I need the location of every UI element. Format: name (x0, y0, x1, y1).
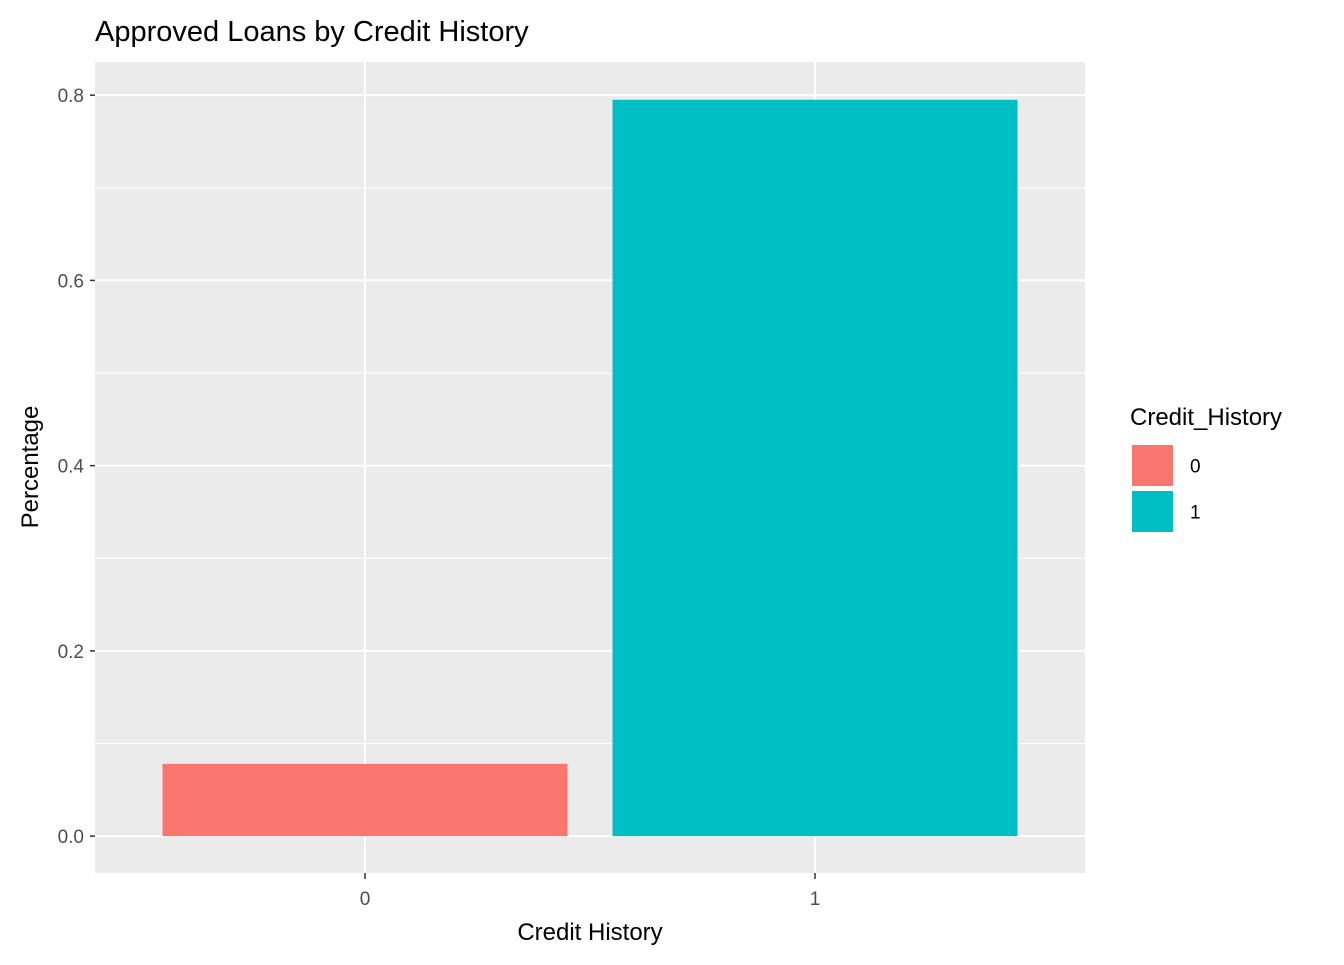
legend-title: Credit_History (1130, 404, 1282, 431)
chart-title: Approved Loans by Credit History (95, 16, 529, 48)
y-tick-label: 0.8 (58, 86, 84, 107)
legend: Credit_History 01 (1130, 404, 1282, 534)
legend-key-0 (1130, 443, 1175, 488)
legend-label-1: 1 (1190, 503, 1201, 524)
bar-credit-history-1 (612, 99, 1018, 837)
legend-items: 01 (1130, 443, 1201, 534)
bar-group (162, 99, 1018, 837)
y-tick-label: 0.2 (58, 642, 84, 663)
y-tick-label: 0.4 (58, 457, 85, 478)
x-tick-label: 1 (810, 889, 821, 910)
x-axis-title: Credit History (517, 919, 662, 946)
y-tick-label: 0.6 (58, 271, 84, 292)
x-tick-label: 0 (360, 889, 371, 910)
y-tick-label: 0.0 (58, 827, 84, 848)
legend-key-1 (1130, 489, 1175, 534)
y-axis-ticks: 0.0 0.2 0.4 0.6 0.8 (58, 86, 95, 848)
y-axis-title: Percentage (17, 406, 44, 529)
bar-credit-history-0 (162, 763, 568, 837)
legend-label-0: 0 (1190, 457, 1201, 478)
